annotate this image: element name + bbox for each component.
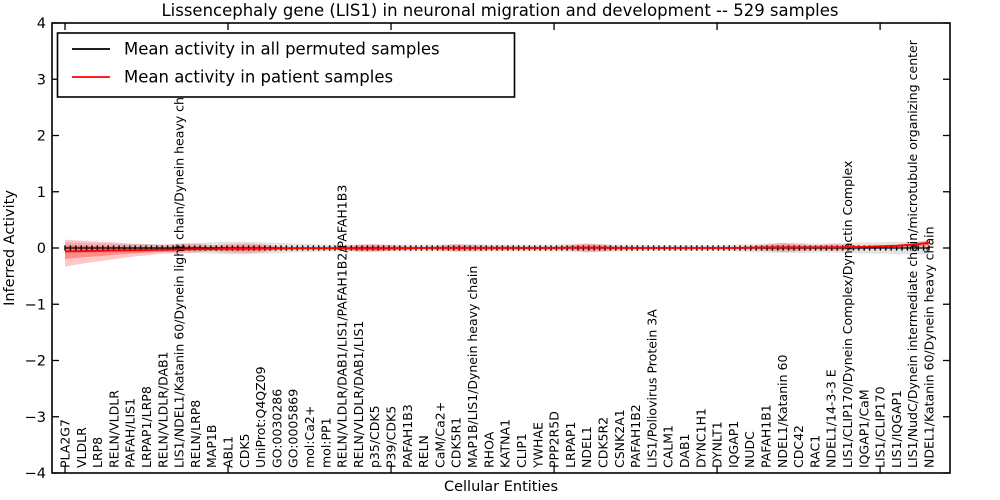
x-tick-label: GO:0030286 bbox=[269, 389, 284, 468]
x-tick-label: IQGAP1/CaM bbox=[856, 389, 871, 468]
x-tick-label: CSNK2A1 bbox=[612, 409, 627, 468]
x-tick-label: CDK5R2 bbox=[595, 417, 610, 468]
x-tick-label: RAC1 bbox=[807, 435, 822, 468]
x-tick-label: LRPAP1 bbox=[563, 422, 578, 468]
x-tick-label: RHOA bbox=[481, 431, 496, 468]
x-tick-label: LIS1/NudC/Dynein intermediate chain/micr… bbox=[905, 39, 920, 468]
x-tick-label: CDK5R1 bbox=[449, 417, 464, 468]
x-tick-label: RELN/VLDLR/DAB1/LIS1 bbox=[351, 321, 366, 468]
x-tick-label: VLDLR bbox=[74, 427, 89, 468]
y-tick-label: −4 bbox=[25, 466, 46, 482]
y-tick-label: 3 bbox=[37, 72, 46, 88]
x-tick-label: GO:0005869 bbox=[286, 389, 301, 468]
x-tick-labels: PLA2G7 VLDLR LRP8 RELN/VLDLR PAFAH/LIS1 LRPAP… bbox=[58, 39, 937, 469]
x-tick-label: mol:PP1 bbox=[318, 417, 333, 468]
x-tick-label: KATNA1 bbox=[498, 419, 513, 468]
legend-label: Mean activity in all permuted samples bbox=[124, 40, 440, 59]
y-ticks bbox=[52, 22, 950, 474]
x-tick-label: P39/CDK5 bbox=[384, 406, 399, 468]
x-tick-label: CaM/Ca2+ bbox=[432, 402, 447, 468]
x-tick-label: IQGAP1 bbox=[726, 421, 741, 468]
x-tick-label: mol:Ca2+ bbox=[302, 406, 317, 468]
x-tick-label: CLIP1 bbox=[514, 433, 529, 468]
patient-mean-line bbox=[64, 242, 930, 253]
x-tick-label: YWHAE bbox=[530, 422, 545, 469]
x-ticks bbox=[64, 23, 881, 473]
x-tick-label: RELN bbox=[416, 435, 431, 468]
y-axis-label: Inferred Activity bbox=[2, 190, 18, 306]
x-axis-label: Cellular Entities bbox=[444, 479, 558, 495]
y-tick-label: 0 bbox=[37, 241, 46, 257]
x-tick-label: CDC42 bbox=[791, 425, 806, 468]
x-tick-label: RELN/VLDLR bbox=[106, 390, 121, 468]
x-tick-label: DYNC1H1 bbox=[693, 408, 708, 468]
y-tick-label: 1 bbox=[37, 185, 46, 201]
x-tick-label: ABL1 bbox=[221, 436, 236, 468]
x-tick-label: PAFAH1B2 bbox=[628, 404, 643, 468]
chart-title: Lissencephaly gene (LIS1) in neuronal mi… bbox=[161, 1, 838, 20]
legend-box bbox=[56, 32, 516, 98]
x-tick-label: LIS1/Poliovirus Protein 3A bbox=[644, 309, 659, 468]
x-tick-label: CALM1 bbox=[661, 425, 676, 468]
x-tick-label: PPP2R5D bbox=[547, 411, 562, 468]
x-tick-label: UniProt:Q4QZ09 bbox=[253, 366, 268, 468]
x-tick-label: p35/CDK5 bbox=[367, 405, 382, 468]
x-tick-label: NDEL1/Katanin 60/Dynein heavy chain bbox=[922, 226, 937, 468]
x-tick-label: DAB1 bbox=[677, 434, 692, 469]
x-tick-label: LIS1/IQGAP1 bbox=[889, 390, 904, 468]
x-tick-label: DYNLT1 bbox=[710, 421, 725, 468]
x-tick-label: LIS1/NDEL1/Katanin 60/Dynein light chain… bbox=[172, 78, 187, 468]
x-tick-label: PAFAH1B1 bbox=[758, 404, 773, 468]
y-tick-label: 2 bbox=[37, 129, 46, 145]
x-tick-label: PLA2G7 bbox=[58, 419, 73, 468]
y-tick-label: −1 bbox=[25, 297, 46, 313]
legend: Mean activity in all permuted samples Mea… bbox=[56, 32, 516, 98]
x-tick-label: LIS1/CLIP170 bbox=[873, 386, 888, 468]
x-tick-label: LIS1/CLIP170/Dynein Complex/Dynactin Com… bbox=[840, 161, 855, 468]
legend-label: Mean activity in patient samples bbox=[124, 68, 393, 87]
y-tick-label: −2 bbox=[25, 354, 46, 370]
x-tick-label: NDEL1 bbox=[579, 426, 594, 468]
x-tick-label: RELN/VLDLR/DAB1/LIS1/PAFAH1B2/PAFAH1B3 bbox=[335, 185, 350, 468]
x-tick-label: PAFAH/LIS1 bbox=[123, 398, 138, 468]
x-tick-label: LRPAP1/LRP8 bbox=[139, 386, 154, 468]
x-tick-label: MAP1B/LIS1/Dynein heavy chain bbox=[465, 266, 480, 468]
x-tick-label: NUDC bbox=[742, 431, 757, 468]
y-tick-label: −3 bbox=[25, 410, 46, 426]
x-tick-label: LRP8 bbox=[90, 437, 105, 468]
x-tick-label: RELN/VLDLR/DAB1 bbox=[155, 351, 170, 468]
x-tick-label: MAP1B bbox=[204, 425, 219, 468]
x-tick-label: RELN/LRP8 bbox=[188, 400, 203, 468]
x-tick-label: PAFAH1B3 bbox=[400, 404, 415, 468]
x-tick-label: NDEL1/14-3-3 E bbox=[824, 369, 839, 468]
y-tick-label: 4 bbox=[37, 16, 46, 32]
x-tick-label: NDEL1/Katanin 60 bbox=[775, 355, 790, 468]
x-tick-label: CDK5 bbox=[237, 433, 252, 468]
